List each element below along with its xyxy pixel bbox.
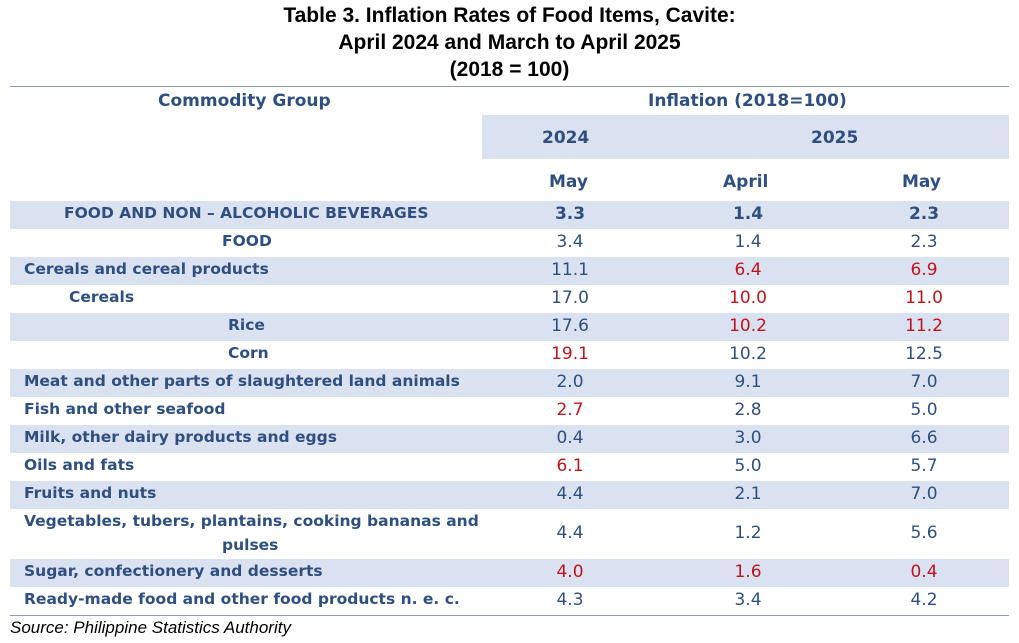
row-value-1: 11.1 xyxy=(551,260,589,280)
row-value-1: 4.4 xyxy=(556,484,584,504)
table-row-band xyxy=(10,369,1009,397)
row-value-1: 17.0 xyxy=(551,288,589,308)
row-value-2: 2.8 xyxy=(734,400,762,420)
header-inflation: Inflation (2018=100) xyxy=(648,91,847,111)
row-value-1: 6.1 xyxy=(556,456,584,476)
row-value-3: 11.2 xyxy=(905,316,943,336)
row-label-continued: pulses xyxy=(222,536,279,554)
row-value-1: 3.3 xyxy=(554,204,586,224)
row-value-3: 11.0 xyxy=(905,288,943,308)
row-label: Cereals xyxy=(69,288,135,306)
source-note: Source: Philippine Statistics Authority xyxy=(10,618,291,637)
header-month-2025-may: May xyxy=(902,172,941,192)
row-label: Rice xyxy=(228,316,265,334)
row-value-1: 4.3 xyxy=(556,590,584,610)
row-value-3: 6.9 xyxy=(910,260,938,280)
header-year-2025: 2025 xyxy=(811,128,859,148)
row-value-2: 5.0 xyxy=(734,456,762,476)
row-value-1: 4.4 xyxy=(556,523,584,543)
table-bottom-rule xyxy=(10,615,1009,616)
header-month-2024-may: May xyxy=(549,172,588,192)
row-value-3: 12.5 xyxy=(905,344,943,364)
row-value-2: 9.1 xyxy=(734,372,762,392)
row-value-1: 2.7 xyxy=(556,400,584,420)
row-label: Fruits and nuts xyxy=(24,484,157,502)
row-value-1: 19.1 xyxy=(551,344,589,364)
row-value-1: 0.4 xyxy=(556,428,584,448)
row-label: Fish and other seafood xyxy=(24,400,226,418)
row-value-2: 6.4 xyxy=(734,260,762,280)
table-row-band xyxy=(10,257,1009,285)
row-label: Meat and other parts of slaughtered land… xyxy=(24,372,460,390)
row-value-3: 5.7 xyxy=(910,456,938,476)
table-top-rule xyxy=(10,86,1009,87)
row-value-2: 1.4 xyxy=(732,204,764,224)
header-month-2025-april: April xyxy=(723,172,769,192)
row-value-1: 2.0 xyxy=(556,372,584,392)
row-label: Milk, other dairy products and eggs xyxy=(24,428,337,446)
row-value-3: 7.0 xyxy=(910,372,938,392)
title-line-1: Table 3. Inflation Rates of Food Items, … xyxy=(283,4,736,27)
row-value-3: 5.0 xyxy=(910,400,938,420)
row-value-2: 3.4 xyxy=(734,590,762,610)
table-row-band xyxy=(10,425,1009,453)
row-value-3: 4.2 xyxy=(910,590,938,610)
row-value-1: 3.4 xyxy=(556,232,584,252)
row-value-2: 1.6 xyxy=(734,562,762,582)
row-label: Ready-made food and other food products … xyxy=(24,590,460,608)
row-value-2: 10.0 xyxy=(729,288,767,308)
row-value-3: 2.3 xyxy=(910,232,938,252)
row-value-3: 2.3 xyxy=(908,204,940,224)
header-commodity-group: Commodity Group xyxy=(158,91,331,111)
row-value-1: 4.0 xyxy=(556,562,584,582)
row-label: Vegetables, tubers, plantains, cooking b… xyxy=(24,512,479,530)
row-value-3: 7.0 xyxy=(910,484,938,504)
row-label: Corn xyxy=(228,344,269,362)
row-label: FOOD AND NON – ALCOHOLIC BEVERAGES xyxy=(64,204,429,222)
row-value-2: 3.0 xyxy=(734,428,762,448)
row-value-3: 5.6 xyxy=(910,523,938,543)
row-value-1: 17.6 xyxy=(551,316,589,336)
title-line-2: April 2024 and March to April 2025 xyxy=(338,31,681,54)
table-row-band xyxy=(10,313,1009,341)
row-label: Cereals and cereal products xyxy=(24,260,269,278)
row-value-3: 0.4 xyxy=(910,562,938,582)
title-line-3: (2018 = 100) xyxy=(449,58,570,81)
row-value-3: 6.6 xyxy=(910,428,938,448)
row-value-2: 1.2 xyxy=(734,523,762,543)
row-label: Oils and fats xyxy=(24,456,135,474)
table-row-band xyxy=(10,481,1009,509)
table-row-band xyxy=(10,559,1009,587)
row-value-2: 2.1 xyxy=(734,484,762,504)
header-year-2024: 2024 xyxy=(542,128,590,148)
table-title: Table 3. Inflation Rates of Food Items, … xyxy=(0,2,1019,83)
row-value-2: 1.4 xyxy=(734,232,762,252)
row-value-2: 10.2 xyxy=(729,316,767,336)
row-label: Sugar, confectionery and desserts xyxy=(24,562,323,580)
row-value-2: 10.2 xyxy=(729,344,767,364)
table-row-band xyxy=(10,201,1009,229)
row-label: FOOD xyxy=(222,232,272,250)
header-year-band xyxy=(482,115,1009,159)
